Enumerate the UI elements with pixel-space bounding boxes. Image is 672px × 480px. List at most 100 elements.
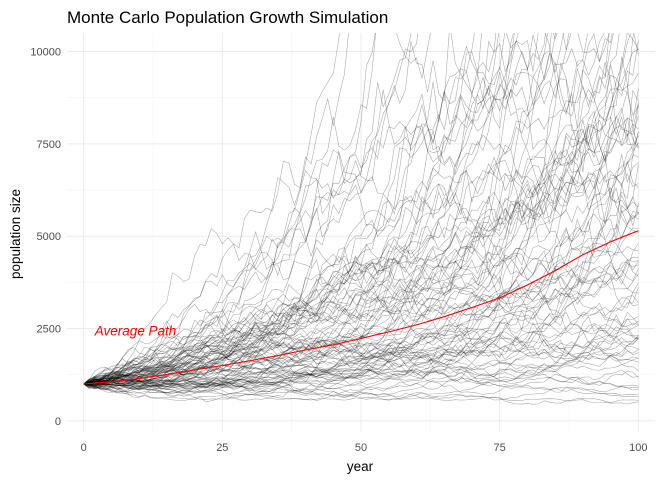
simulation-path xyxy=(83,154,639,392)
simulation-path xyxy=(83,376,639,395)
annotations: Average Path xyxy=(94,323,177,338)
simulation-path xyxy=(83,239,639,385)
simulation-path xyxy=(83,268,639,394)
simulation-path xyxy=(83,215,639,385)
simulation-path xyxy=(83,212,639,392)
simulation-path xyxy=(83,369,639,388)
simulation-path xyxy=(83,297,639,385)
simulation-path xyxy=(83,33,557,386)
simulation-path xyxy=(83,33,376,385)
simulation-path xyxy=(83,311,639,385)
simulation-path xyxy=(83,173,639,387)
simulation-path xyxy=(83,316,639,385)
simulation-path xyxy=(83,88,639,385)
simulation-path xyxy=(83,340,639,386)
simulation-path xyxy=(83,33,349,386)
simulation-path xyxy=(83,33,614,386)
simulation-path xyxy=(83,262,639,387)
x-tick-label: 100 xyxy=(629,442,647,454)
simulation-path xyxy=(83,135,639,394)
simulation-path xyxy=(83,74,639,385)
simulation-path xyxy=(83,33,431,385)
simulation-path xyxy=(83,103,639,390)
simulation-path xyxy=(83,33,475,385)
simulation-path xyxy=(83,130,639,386)
simulation-path xyxy=(83,33,482,385)
simulation-path xyxy=(83,78,639,385)
simulation-path xyxy=(83,332,639,392)
average-path-line xyxy=(83,230,639,385)
simulation-paths xyxy=(83,33,639,405)
simulation-path xyxy=(83,379,639,398)
x-tick-label: 25 xyxy=(216,442,228,454)
simulation-path xyxy=(83,363,639,389)
simulation-path xyxy=(83,33,499,389)
x-axis-label: year xyxy=(347,459,374,474)
simulation-path xyxy=(83,119,639,385)
simulation-path xyxy=(83,33,340,388)
simulation-path xyxy=(83,33,552,385)
simulation-path xyxy=(83,383,639,403)
simulation-path xyxy=(83,221,639,385)
simulation-path xyxy=(83,314,639,390)
y-axis-ticks: 0 2500 5000 7500 10000 xyxy=(30,46,61,427)
simulation-path xyxy=(83,33,569,385)
simulation-path xyxy=(83,154,639,387)
simulation-path xyxy=(83,265,639,389)
average-path-layer xyxy=(83,230,639,385)
simulation-path xyxy=(83,204,639,387)
simulation-path xyxy=(83,293,639,386)
simulation-path xyxy=(83,347,639,394)
simulation-path xyxy=(83,33,610,387)
simulation-path xyxy=(83,335,639,394)
simulation-path xyxy=(83,382,639,405)
y-tick-label: 0 xyxy=(55,416,61,428)
simulation-path xyxy=(83,282,639,390)
simulation-path xyxy=(83,336,639,385)
simulation-path xyxy=(83,350,639,389)
simulation-path xyxy=(83,33,639,385)
x-axis-ticks: 0 25 50 75 100 xyxy=(81,442,648,454)
y-tick-label: 2500 xyxy=(37,324,61,336)
x-tick-label: 75 xyxy=(494,442,506,454)
simulation-path xyxy=(83,33,497,385)
simulation-path xyxy=(83,33,419,388)
simulation-path xyxy=(83,352,639,391)
simulation-path xyxy=(83,56,639,386)
simulation-path xyxy=(83,382,639,401)
simulation-path xyxy=(83,33,572,385)
simulation-path xyxy=(83,62,639,391)
simulation-path xyxy=(83,33,620,385)
simulation-path xyxy=(83,49,639,385)
simulation-path xyxy=(83,142,639,385)
y-tick-label: 10000 xyxy=(30,46,61,58)
simulation-path xyxy=(83,248,639,385)
simulation-path xyxy=(83,321,639,385)
simulation-path xyxy=(83,33,564,385)
simulation-path xyxy=(83,337,639,399)
simulation-path xyxy=(83,73,639,385)
simulation-path xyxy=(83,209,639,388)
simulation-path xyxy=(83,171,639,385)
simulation-path xyxy=(83,268,639,390)
simulation-path xyxy=(83,33,556,386)
simulation-path xyxy=(83,243,639,388)
y-axis-label: population size xyxy=(8,189,23,279)
simulation-path xyxy=(83,125,639,390)
simulation-path xyxy=(83,169,639,385)
simulation-path xyxy=(83,33,635,385)
simulation-path xyxy=(83,33,639,394)
simulation-path xyxy=(83,308,639,385)
simulation-path xyxy=(83,33,613,389)
simulation-path xyxy=(83,160,639,385)
simulation-path xyxy=(83,33,514,385)
simulation-path xyxy=(83,262,639,390)
simulation-path xyxy=(83,107,639,385)
simulation-path xyxy=(83,287,639,392)
simulation-path xyxy=(83,159,639,385)
simulation-path xyxy=(83,40,639,385)
simulation-path xyxy=(83,377,639,403)
simulation-path xyxy=(83,232,639,399)
